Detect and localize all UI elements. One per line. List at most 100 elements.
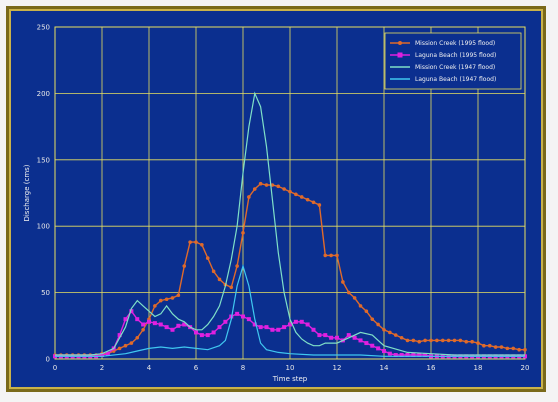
data-point-0-58 [393, 333, 398, 337]
data-point-1-63 [423, 353, 428, 358]
data-point-1-37 [270, 327, 275, 332]
x-axis-label: Time step [272, 375, 308, 383]
chart-frame: 0 50 100 150 200 250 0 2 4 6 8 10 12 14 16 18 20 Time s… [6, 6, 546, 392]
y-tick-labels: 0 50 100 150 200 250 [37, 24, 50, 364]
chart-svg: 0 50 100 150 200 250 0 2 4 6 8 10 12 14 16 18 20 Time s… [23, 24, 530, 384]
data-point-0-49 [341, 280, 345, 284]
legend-label-2: Mission Creek (1947 flood) [415, 64, 495, 71]
data-point-0-26 [205, 256, 210, 260]
data-point-1-58 [393, 353, 398, 358]
data-point-1-41 [293, 319, 298, 324]
data-point-1-17 [152, 321, 157, 326]
x-tick-label-1: 2 [100, 364, 104, 372]
y-tick-label-0: 0 [46, 356, 50, 364]
data-point-0-60 [405, 338, 410, 343]
data-point-0-53 [364, 309, 369, 313]
data-point-0-80 [523, 347, 527, 352]
data-point-0-31 [235, 264, 239, 268]
x-tick-label-6: 12 [333, 364, 342, 372]
data-point-0-57 [388, 330, 392, 335]
data-point-0-55 [376, 322, 380, 327]
data-point-0-48 [335, 253, 339, 258]
data-point-0-35 [258, 181, 263, 186]
data-point-1-47 [329, 335, 334, 340]
series-group [53, 91, 527, 359]
data-point-1-54 [370, 343, 375, 348]
data-point-0-11 [117, 346, 122, 351]
data-point-0-21 [176, 293, 181, 298]
data-point-1-62 [417, 353, 422, 358]
data-point-0-46 [323, 253, 328, 258]
data-point-0-23 [188, 240, 192, 244]
y-axis-label: Discharge (cms) [23, 164, 31, 221]
data-point-1-21 [176, 323, 181, 328]
data-point-0-69 [458, 338, 463, 343]
legend: Mission Creek (1995 flood) Laguna Beach (… [384, 32, 522, 90]
data-point-0-67 [446, 338, 451, 343]
data-point-1-8 [100, 353, 104, 358]
data-point-0-22 [182, 264, 187, 268]
x-tick-label-10: 20 [521, 364, 530, 372]
data-point-0-39 [282, 187, 286, 191]
data-point-0-52 [358, 304, 363, 308]
x-tick-label-5: 10 [286, 364, 295, 372]
data-point-1-59 [399, 353, 404, 358]
data-point-1-44 [311, 327, 316, 332]
legend-label-0: Mission Creek (1995 flood) [415, 40, 495, 47]
data-point-0-33 [247, 195, 251, 199]
data-point-0-71 [470, 339, 474, 344]
data-point-0-78 [511, 346, 516, 351]
data-point-1-43 [305, 322, 310, 327]
data-point-1-56 [382, 349, 386, 354]
data-point-0-20 [170, 296, 175, 300]
data-point-0-28 [217, 277, 222, 282]
data-point-0-76 [499, 345, 504, 349]
data-point-0-32 [241, 231, 245, 235]
data-point-1-13 [129, 309, 134, 314]
data-point-0-75 [493, 345, 498, 349]
data-point-1-25 [199, 333, 204, 338]
data-point-0-13 [129, 341, 134, 345]
legend-label-1: Laguna Beach (1995 flood) [415, 52, 496, 59]
data-point-0-24 [194, 240, 198, 244]
data-point-1-22 [182, 322, 187, 327]
data-point-0-56 [382, 327, 386, 332]
data-point-1-18 [158, 322, 163, 327]
data-point-0-34 [252, 187, 257, 191]
data-point-1-27 [211, 330, 216, 335]
data-point-0-73 [482, 343, 486, 348]
data-point-0-59 [399, 335, 404, 340]
data-point-0-19 [164, 297, 169, 302]
data-point-0-68 [452, 338, 457, 343]
data-point-0-43 [305, 197, 310, 202]
data-point-1-36 [264, 325, 269, 330]
data-point-1-9 [105, 351, 110, 356]
data-point-0-44 [311, 200, 316, 205]
data-point-0-15 [141, 327, 145, 332]
data-point-1-19 [164, 325, 169, 330]
data-point-1-48 [335, 335, 339, 340]
data-point-1-38 [276, 327, 281, 332]
data-point-0-64 [429, 338, 433, 343]
data-point-1-31 [235, 311, 240, 316]
data-point-0-66 [440, 338, 445, 343]
data-point-1-35 [258, 325, 263, 330]
x-tick-label-0: 0 [53, 364, 57, 372]
data-point-0-77 [505, 346, 510, 351]
data-point-0-65 [435, 338, 439, 343]
data-point-0-14 [135, 335, 140, 340]
data-point-1-26 [205, 333, 210, 338]
data-point-1-52 [358, 338, 363, 343]
y-tick-label-3: 150 [37, 156, 50, 164]
data-point-1-61 [411, 353, 416, 358]
data-point-0-79 [517, 347, 521, 352]
grid [54, 26, 526, 360]
data-point-0-40 [288, 189, 292, 194]
data-point-1-11 [117, 333, 122, 338]
data-point-1-12 [123, 317, 128, 322]
series-3 [55, 263, 525, 357]
data-point-1-20 [170, 327, 175, 332]
data-point-0-72 [476, 341, 480, 345]
data-point-1-24 [194, 330, 198, 335]
data-point-1-53 [364, 341, 369, 346]
